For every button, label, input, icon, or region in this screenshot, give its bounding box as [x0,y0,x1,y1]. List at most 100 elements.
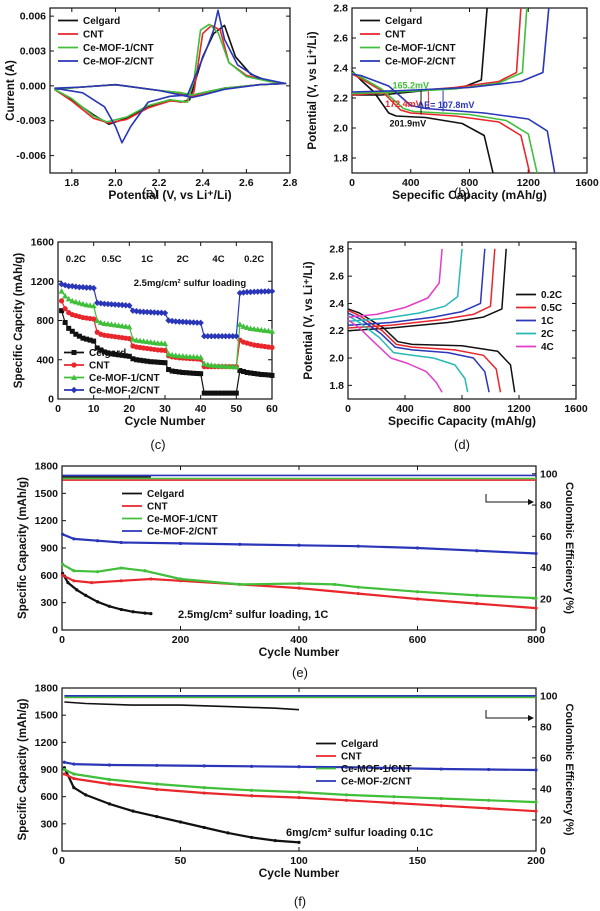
capacity-point [356,591,360,596]
x-tick-label: 1600 [564,403,588,415]
efficiency-line-0 [64,701,300,711]
capacity-point [297,790,301,794]
rate-point [172,318,179,325]
capacity-point [178,577,183,581]
rate-point [137,357,143,363]
capacity-point [297,795,301,800]
capacity-point [487,767,491,772]
rate-point [69,297,76,304]
rate-point [240,323,247,329]
y-tick-label: 1500 [35,488,59,500]
y2-tick-label: 100 [540,468,558,480]
rate-point [140,338,147,344]
capacity-point [95,539,100,543]
rate-point [62,306,68,312]
capacity-point [149,612,153,616]
capacity-point [60,562,65,567]
rate-point [112,321,119,328]
y2-tick-label: 0 [540,625,546,637]
rate-point [247,325,254,331]
y-axis-label: Current (A) [5,60,17,121]
capacity-point [119,566,123,570]
axis-pointer-arrow [485,710,528,719]
legend-label: Ce-MOF-2/CNT [89,386,160,397]
capacity-point [90,581,94,585]
rate-point [76,283,83,291]
rate-point [186,319,194,326]
y-tick-label: 2.8 [329,243,344,255]
capacity-point [356,544,360,548]
capacity-point [131,809,135,813]
capacity-point [149,577,153,581]
rate-point [112,351,118,357]
rate-point [161,309,169,317]
rate-point [151,359,157,365]
rate-point [248,370,254,376]
y-tick-label: 300 [40,818,58,830]
rate-point [130,356,136,362]
rate-point [84,336,90,342]
legend-label: 1C [541,316,554,327]
discharge-curve-0 [347,308,516,393]
panel-c: 0 10 20 30 40 50 60 0 400 800 1200 1600 Cycle Number… [13,237,278,453]
x-tick-label: 60 [266,403,278,415]
rate-point [76,333,82,339]
y-tick-label: 800 [36,315,54,327]
legend-label: CNT [385,30,406,41]
rate-point [155,359,161,365]
rate-point [126,336,132,342]
rate-point [226,390,232,396]
y2-tick-label: 80 [540,721,552,733]
legend-label: Ce-MOF-1/CNT [341,764,412,775]
rate-point [187,370,193,376]
y-tick-label: 1600 [31,237,55,249]
rate-point [126,353,132,359]
legend-label: Celgard [385,16,422,27]
y-tick-label: 2.4 [329,298,344,310]
panel-e: 0 200 400 600 800030060090012001500180002040… [17,461,575,681]
x-tick-label: 0 [59,855,65,867]
x-tick-label: 1.8 [65,177,80,189]
y2-tick-label: 40 [540,562,552,574]
x-tick-label: 100 [290,855,308,867]
rate-point [244,370,250,376]
y-tick-label: 600 [40,791,58,803]
rate-point [94,345,100,351]
rate-point [62,292,69,299]
y-axis-label: Specific Capacity (mAh/g) [17,698,29,840]
y-tick-label: 1500 [35,710,59,722]
rate-point [94,299,101,307]
capacity-line-2 [62,563,537,600]
y-tick-label: 0 [52,625,58,637]
rate-point [262,372,268,378]
rate-point [176,369,182,375]
rate-point [119,352,125,358]
legend-label: Ce-MOF-2/CNT [385,57,456,68]
rate-label: 0.5C [101,254,121,265]
rate-point [233,363,240,370]
rate-point [72,298,79,305]
legend-label: Ce-MOF-1/CNT [89,373,160,384]
rate-point [261,327,268,333]
capacity-line-1 [62,574,537,610]
rate-point [154,309,162,316]
capacity-point [534,606,538,610]
capacity-point [415,546,420,550]
legend-label: 4C [541,342,554,353]
rate-point [247,288,254,296]
y-tick-label: 1.8 [333,153,348,165]
legend-label: Ce-MOF-1/CNT [385,43,456,54]
legend-label: CNT [341,752,362,763]
x-tick-label: 200 [172,634,190,646]
rate-point [208,362,215,368]
rate-point [129,336,136,342]
capacity-point [415,597,420,601]
rate-point [109,351,114,357]
y-tick-label: 1200 [35,737,59,749]
rate-point [236,321,243,327]
charge-curve-2 [347,248,486,327]
annotation: ΔE= 107.8mV [418,100,475,110]
rate-point [144,338,151,345]
capacity-point [178,820,183,824]
